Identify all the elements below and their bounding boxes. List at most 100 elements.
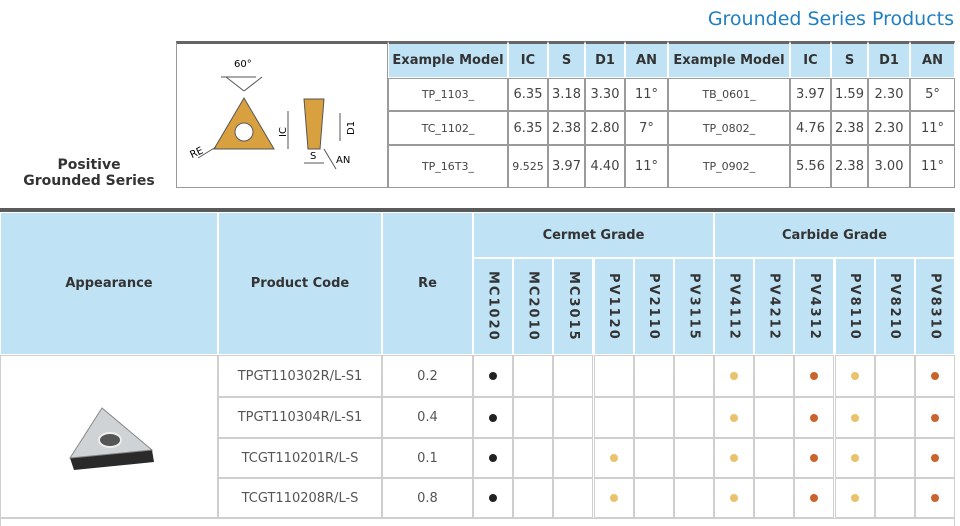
spec-cell: 4.76 — [790, 111, 831, 145]
spec-cell: 3.00 — [868, 145, 910, 188]
grade-cell — [673, 355, 714, 397]
insert-side-view — [303, 98, 325, 150]
spec-header: AN — [910, 41, 955, 78]
next-row — [0, 518, 955, 526]
grade-cell — [513, 397, 554, 438]
spec-cell: 6.35 — [508, 78, 548, 111]
series-label: Positive Grounded Series — [0, 157, 178, 189]
header-group: Cermet Grade — [473, 212, 714, 258]
grade-name: PV1120 — [606, 272, 622, 341]
grade-cell — [794, 397, 835, 438]
spec-header: S — [548, 41, 585, 78]
grade-cell — [914, 438, 955, 478]
grade-cell — [473, 478, 514, 518]
grade-cell — [834, 438, 875, 478]
header-grade: PV1120 — [593, 258, 634, 355]
grade-dot — [489, 372, 498, 380]
main-table-top-rule — [0, 208, 955, 212]
label-angle: 60° — [234, 59, 252, 70]
grade-dot — [850, 372, 859, 380]
spec-cell: 2.30 — [868, 111, 910, 145]
spec-cell: 9.525 — [508, 145, 548, 188]
spec-cell: 3.97 — [548, 145, 585, 188]
header-grade: PV8310 — [914, 258, 955, 355]
header-grade: MC3015 — [553, 258, 594, 355]
grade-cell — [673, 478, 714, 518]
grade-cell — [633, 397, 674, 438]
spec-header: IC — [790, 41, 831, 78]
grade-cell — [754, 438, 795, 478]
grade-dot — [730, 494, 739, 502]
grade-dot — [730, 372, 739, 380]
spec-header: Example Model — [388, 41, 508, 78]
spec-cell: 11° — [625, 78, 668, 111]
grade-cell — [874, 478, 915, 518]
grade-dot — [930, 372, 939, 380]
grade-cell — [633, 478, 674, 518]
grade-cell — [914, 478, 955, 518]
dim-line — [323, 148, 337, 170]
grade-name: PV8110 — [847, 272, 863, 341]
grade-dot — [810, 413, 819, 422]
grade-cell — [593, 355, 634, 397]
spec-cell: 3.18 — [548, 78, 585, 111]
spec-header: Example Model — [668, 41, 790, 78]
product-code: TPGT110304R/L-S1 — [218, 397, 382, 438]
grade-cell — [473, 438, 514, 478]
re-value: 0.4 — [382, 397, 473, 438]
grade-cell — [914, 355, 955, 397]
grade-cell — [593, 478, 634, 518]
spec-cell: 11° — [910, 145, 955, 188]
header-product-code: Product Code — [218, 212, 382, 355]
spec-header: S — [831, 41, 868, 78]
spec-cell: 1.59 — [831, 78, 868, 111]
header-appearance: Appearance — [0, 212, 218, 355]
spec-cell: TB_0601_ — [668, 78, 790, 111]
grade-name: MC1020 — [485, 271, 501, 342]
header-grade: PV4112 — [714, 258, 755, 355]
spec-cell: TP_16T3_ — [388, 145, 508, 188]
header-grade: PV8210 — [874, 258, 915, 355]
insert-image — [69, 407, 154, 470]
header-grade: MC2010 — [513, 258, 554, 355]
grade-dot — [489, 413, 498, 422]
grade-name: MC2010 — [525, 271, 541, 342]
re-value: 0.2 — [382, 355, 473, 397]
spec-cell: 5.56 — [790, 145, 831, 188]
diagram-box — [176, 41, 388, 188]
header-grade: PV8110 — [834, 258, 875, 355]
grade-cell — [593, 397, 634, 438]
dim-line — [225, 76, 245, 92]
grade-cell — [794, 438, 835, 478]
series-label-line: Grounded Series — [23, 173, 155, 189]
insert-hole — [98, 432, 122, 448]
dim-line — [243, 76, 263, 92]
header-grade: PV2110 — [633, 258, 674, 355]
grade-cell — [914, 397, 955, 438]
grade-cell — [834, 397, 875, 438]
grade-cell — [794, 478, 835, 518]
grade-cell — [714, 397, 755, 438]
header-grade: PV4212 — [754, 258, 795, 355]
re-value: 0.1 — [382, 438, 473, 478]
spec-cell: 7° — [625, 111, 668, 145]
label-an: AN — [336, 155, 350, 166]
grade-name: PV4312 — [806, 272, 822, 341]
grade-cell — [874, 397, 915, 438]
grade-name: PV8210 — [887, 272, 903, 341]
series-label-line: Positive — [57, 157, 121, 173]
product-code: TPGT110302R/L-S1 — [218, 355, 382, 397]
grade-dot — [730, 454, 739, 462]
product-code: TCGT110201R/L-S — [218, 438, 382, 478]
grade-cell — [874, 355, 915, 397]
grade-dot — [609, 454, 618, 462]
grade-cell — [834, 355, 875, 397]
grade-dot — [810, 494, 819, 502]
spec-header: D1 — [585, 41, 625, 78]
grade-cell — [473, 397, 514, 438]
grade-cell — [714, 438, 755, 478]
grade-dot — [810, 372, 819, 380]
insert-body — [70, 450, 154, 470]
product-code: TCGT110208R/L-S — [218, 478, 382, 518]
